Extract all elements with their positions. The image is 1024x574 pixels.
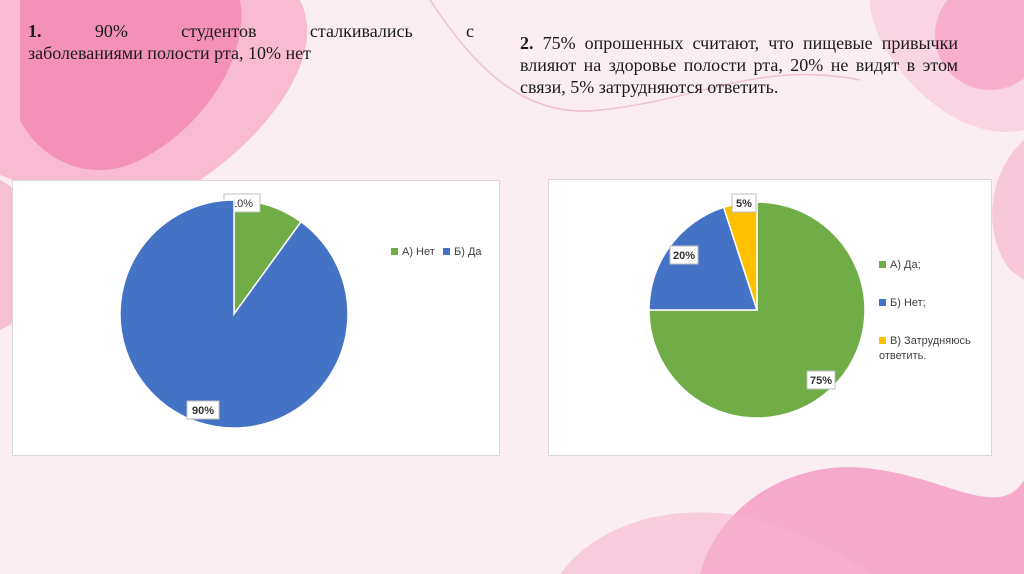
caption-1-number: 1. [28, 21, 42, 41]
pie-2-legend-entry-2: Б) Нет; [879, 297, 926, 309]
pie-2-data-label-2: 20% [669, 245, 699, 265]
pie-2-data-label-1: 75% [806, 370, 836, 390]
svg-text:А) Да;: А) Да; [890, 259, 921, 271]
svg-text:ответить.: ответить. [879, 350, 926, 362]
pie-chart-1: 10% 90% А) Нет Б) Да [119, 193, 482, 429]
bg-blob-bottom-right-light [560, 512, 870, 574]
bg-blob-right [992, 140, 1024, 280]
pie-chart-2: 75% 20% 5% А) Да; Б) Нет; В) Затрудняюсь ответ… [648, 193, 971, 419]
caption-1-line1: 90% студентов сталкивались с [94, 21, 474, 41]
pie-2-legend-entry-1: А) Да; [879, 259, 921, 271]
caption-2-text: 75% опрошенных считают, что пищевые прив… [520, 33, 958, 97]
pie-1-data-label-2: 90% [186, 400, 220, 420]
caption-survey-question-2: 2. 75% опрошенных считают, что пищевые п… [520, 32, 958, 98]
chart-panel-1: 10% 90% А) Нет Б) Да [12, 180, 500, 456]
caption-2-number: 2. [520, 33, 534, 53]
pie-2-data-label-3: 5% [731, 193, 757, 213]
caption-survey-question-1: 1. 90% студентов сталкивались с заболева… [28, 20, 474, 64]
svg-text:75%: 75% [810, 375, 832, 387]
svg-text:Б) Да: Б) Да [454, 246, 482, 258]
svg-text:90%: 90% [192, 405, 214, 417]
bg-blob-top-left-dark [20, 0, 242, 171]
bg-curve-line [429, 0, 861, 112]
svg-text:10%: 10% [231, 198, 253, 210]
pie-1-legend-entry-2: Б) Да [443, 246, 482, 258]
pie-2-legend-entry-3: В) Затрудняюсь ответить. [879, 335, 971, 362]
svg-text:20%: 20% [673, 250, 695, 262]
chart-panel-2: 75% 20% 5% А) Да; Б) Нет; В) Затрудняюсь ответ… [548, 179, 992, 456]
pie-1-slice-2 [119, 199, 349, 429]
bg-blob-top-right [870, 0, 1024, 132]
svg-text:Б) Нет;: Б) Нет; [890, 297, 926, 309]
svg-text:В) Затрудняюсь: В) Затрудняюсь [890, 335, 971, 347]
caption-1-line2: заболеваниями полости рта, 10% нет [28, 43, 311, 63]
svg-text:5%: 5% [736, 198, 752, 210]
pie-1-legend-entry-1: А) Нет [391, 246, 435, 258]
svg-text:А) Нет: А) Нет [402, 246, 435, 258]
